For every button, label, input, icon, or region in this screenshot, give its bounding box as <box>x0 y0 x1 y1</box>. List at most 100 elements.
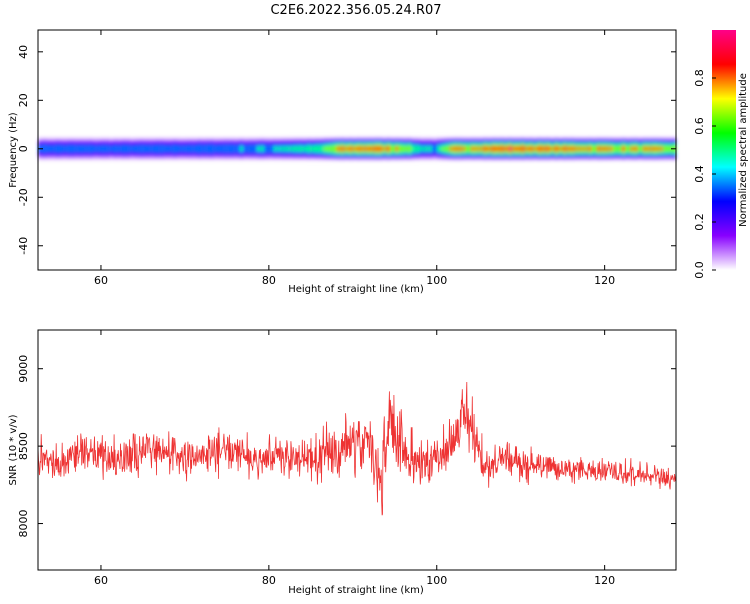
spectral-band-segment <box>302 146 307 152</box>
spectral-band-segment <box>655 146 660 151</box>
spectrogram-x-tick-label: 120 <box>594 274 615 287</box>
spectral-band-segment <box>138 144 144 153</box>
colorbar-gradient <box>712 30 736 270</box>
spectral-band-segment <box>159 144 165 153</box>
spectral-band-segment <box>231 144 236 154</box>
spectral-band-segment <box>533 147 538 151</box>
spectral-band-segment <box>189 145 194 153</box>
colorbar-label: Normalized spectral amplitude <box>738 73 749 227</box>
snr-y-tick-label: 8500 <box>17 432 30 460</box>
spectral-band-segment <box>310 145 316 152</box>
snr-plot-area <box>38 330 676 570</box>
spectral-band-segment <box>46 145 51 153</box>
spectral-band-segment <box>608 147 614 151</box>
snr-y-tick-label: 8000 <box>17 510 30 538</box>
snr-panel: 60 80 100 120 9000 8500 8000 Height of straigh… <box>8 329 677 596</box>
spectral-band-segment <box>176 145 182 153</box>
spectral-band-segment <box>352 146 358 151</box>
spectral-band-segment <box>524 146 530 151</box>
spectral-band-segment <box>273 146 278 151</box>
spectral-band-segment <box>587 146 593 151</box>
spectral-band-segment <box>331 145 337 153</box>
spectral-band-segment <box>247 144 253 154</box>
spectral-band-segment <box>205 144 211 154</box>
spectral-band-segment <box>79 144 85 153</box>
spectral-band-segment <box>541 146 547 152</box>
spectral-band-segment <box>201 144 207 153</box>
spectrogram-x-tick-label: 60 <box>94 274 108 287</box>
spectral-band-segment <box>617 145 622 153</box>
spectral-band-segment <box>294 146 299 152</box>
spectral-band-segment <box>344 147 349 151</box>
spectral-band-segment <box>260 146 265 151</box>
spectral-band-segment <box>466 145 471 153</box>
spectral-band-segment <box>579 147 584 151</box>
spectral-band-segment <box>604 146 610 151</box>
spectral-band-segment <box>67 144 72 153</box>
spectral-band-segment <box>499 145 505 152</box>
spectral-band-segment <box>306 145 312 153</box>
snr-x-tick-label: 60 <box>94 574 108 587</box>
spectral-band-segment <box>382 147 387 151</box>
spectral-band-segment <box>596 146 601 151</box>
spectral-band-segment <box>386 146 391 152</box>
spectral-band-segment <box>558 147 563 151</box>
spectral-band-segment <box>336 146 341 151</box>
spectral-band-segment <box>625 145 631 152</box>
spectrogram-x-tick-label: 80 <box>262 274 276 287</box>
spectral-band-segment <box>71 144 77 153</box>
spectral-band-segment <box>193 145 198 153</box>
spectrogram-frame <box>37 29 677 271</box>
spectrogram-y-label: Frequency (Hz) <box>8 112 19 188</box>
snr-x-tick-label: 120 <box>594 574 615 587</box>
spectral-band-segment <box>470 147 475 151</box>
spectral-band-segment <box>646 146 652 151</box>
spectral-band-segment <box>403 145 408 152</box>
spectral-band-segment <box>113 145 119 153</box>
colorbar-tick-label: 0.0 <box>693 261 706 279</box>
spectral-band-segment <box>415 145 421 152</box>
colorbar: 0.0 0.2 0.4 0.6 0.8 Normalized spectral ampl… <box>693 30 749 279</box>
spectral-band-segment <box>172 144 177 153</box>
spectral-band-segment <box>659 147 664 151</box>
spectral-band-segment <box>516 146 521 152</box>
spectral-band-segment <box>495 146 501 152</box>
spectral-band-segment <box>155 144 161 153</box>
spectral-band-segment <box>667 145 673 152</box>
spectral-band-segment <box>600 146 605 151</box>
spectral-band-segment <box>319 145 324 153</box>
spectral-band-segment <box>487 146 492 151</box>
spectral-band-segment <box>613 145 618 152</box>
spectral-band-segment <box>105 145 110 153</box>
spectral-band-segment <box>432 144 438 154</box>
spectral-band-segment <box>323 146 328 151</box>
spectral-band-segment <box>537 145 542 152</box>
spectral-band-segment <box>440 147 446 151</box>
snr-y-tick-label: 9000 <box>17 355 30 383</box>
spectral-band-segment <box>575 147 580 151</box>
spectral-band-segment <box>277 146 282 151</box>
spectral-band-segment <box>197 144 202 154</box>
spectral-band-segment <box>428 146 433 151</box>
spectral-band-segment <box>315 145 320 153</box>
spectral-band-segment <box>377 145 383 152</box>
spectrogram-y-tick-label: -20 <box>17 188 30 206</box>
spectral-band-segment <box>478 147 484 151</box>
spectrogram-x-label: Height of straight line (km) <box>288 284 424 295</box>
spectral-band-segment <box>96 145 102 153</box>
spectral-band-segment <box>180 145 186 153</box>
spectral-band <box>38 137 677 161</box>
spectral-band-segment <box>449 147 454 151</box>
spectral-band-segment <box>163 145 169 153</box>
spectral-band-segment <box>235 144 240 153</box>
spectral-band-segment <box>226 144 232 154</box>
spectral-band-segment <box>84 145 89 153</box>
spectral-band-segment <box>281 146 286 151</box>
spectral-band-segment <box>571 146 576 152</box>
spectral-band-segment <box>566 146 572 151</box>
spectral-band-segment <box>63 145 68 153</box>
spectral-band-segment <box>222 144 228 154</box>
spectral-band-segment <box>411 145 417 153</box>
spectral-band-segment <box>457 146 463 151</box>
